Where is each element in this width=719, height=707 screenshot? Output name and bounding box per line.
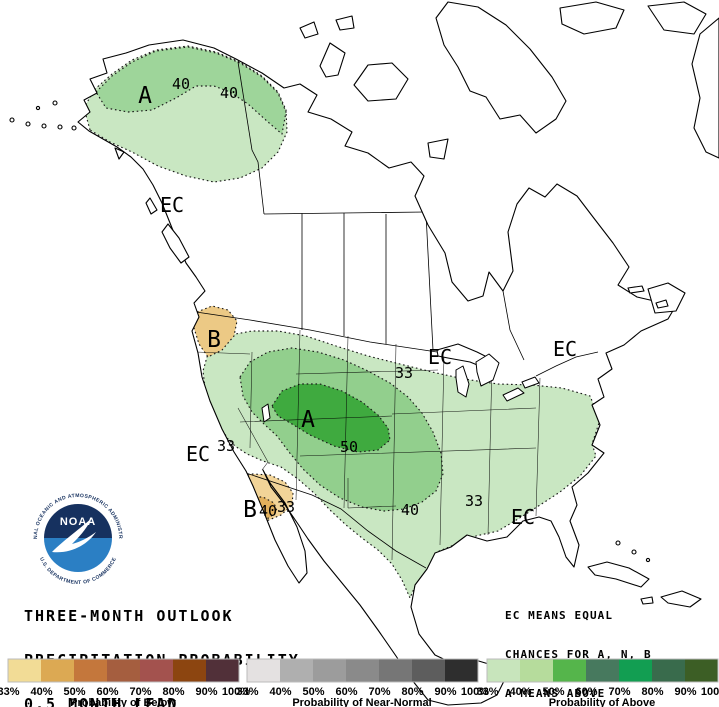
logo-sky — [44, 504, 112, 538]
map-label-above-central: A — [301, 407, 315, 433]
colorbar-segment — [107, 659, 140, 682]
colorbar-near-normal: 33% 40% 50% 60% 70% 80% 90% 100% Probabi… — [236, 658, 489, 707]
colorbar-segment — [41, 659, 74, 682]
colorbar-below: 33% 40% 50% 60% 70% 80% 90% 100% Probabi… — [0, 658, 250, 707]
colorbar-segment — [412, 659, 445, 682]
political-borders — [195, 61, 599, 569]
colorbar-tick: 40% — [509, 686, 531, 698]
colorbar-frame — [7, 658, 240, 683]
colorbar-tick: 70% — [368, 686, 390, 698]
colorbar-segment — [553, 659, 586, 682]
colorbar-segment — [685, 659, 718, 682]
map-label-ec-bc: EC — [160, 193, 184, 217]
map-label-ec-southeast: EC — [511, 505, 535, 529]
map-label-33-sw: 33 — [277, 498, 295, 516]
title-line: 0.5 MONTH LEAD — [24, 695, 179, 707]
map-label-ec-newengland: EC — [553, 337, 577, 361]
colorbar-segment — [313, 659, 346, 682]
colorbar-segment — [586, 659, 619, 682]
colorbar-tick: 80% — [641, 686, 663, 698]
colorbar-segment — [173, 659, 206, 682]
map-label-ec-greatlakes: EC — [428, 345, 452, 369]
colorbar-tick: 100% — [461, 686, 489, 698]
legend-note-line: EC MEANS EQUAL — [505, 609, 614, 622]
colorbar-segment — [346, 659, 379, 682]
colorbar-segment — [247, 659, 280, 682]
colorbar-tick: 33% — [476, 686, 498, 698]
colorbar-tick: 90% — [674, 686, 696, 698]
title-line: THREE-MONTH OUTLOOK — [24, 606, 234, 625]
seagull-icon — [52, 518, 96, 553]
colorbar-caption: Probability of Below — [70, 697, 176, 707]
map-label-above-alaska: A — [138, 83, 152, 109]
colorbar-frame — [246, 658, 479, 683]
colorbar-tick: 40% — [269, 686, 291, 698]
colorbar-segment — [140, 659, 173, 682]
colorbar-tick: 80% — [401, 686, 423, 698]
colorbar-segment — [445, 659, 478, 682]
colorbar-frame — [486, 658, 719, 683]
map-labels: A 40 40 EC B 33 EC EC A 50 33 EC B 40 33… — [138, 75, 577, 529]
colorbar-caption: Probability of Near-Normal — [292, 697, 431, 707]
colorbar-segment — [379, 659, 412, 682]
colorbar-tick: 50% — [63, 686, 85, 698]
noaa-logo: NOAA NATIONAL OCEANIC AND ATMOSPHERIC AD… — [32, 492, 124, 586]
map-label-40-sw: 40 — [259, 502, 277, 520]
colorbar-tick: 33% — [0, 686, 20, 698]
colorbar-tick: 100% — [222, 686, 250, 698]
colorbar-tick: 90% — [434, 686, 456, 698]
colorbar-tick: 60% — [335, 686, 357, 698]
colorbar-segment — [487, 659, 520, 682]
legend-note-line: CHANCES FOR A, N, B — [505, 648, 652, 661]
colorbar-tick: 90% — [195, 686, 217, 698]
colorbar-tick: 80% — [162, 686, 184, 698]
colorbar-segment — [520, 659, 553, 682]
map-label-ec-california: EC — [186, 442, 210, 466]
colorbar-segment — [74, 659, 107, 682]
legend-note-line: A MEANS ABOVE — [505, 687, 606, 700]
colorbar-tick: 60% — [575, 686, 597, 698]
colorbar-segment — [652, 659, 685, 682]
islands — [9, 1, 719, 608]
map-label-40-alaska-w: 40 — [172, 75, 190, 93]
map-label-40-alaska-e: 40 — [220, 84, 238, 102]
colorbar-tick: 100% — [701, 686, 719, 698]
colorbar-tick: 50% — [302, 686, 324, 698]
map-label-33-west: 33 — [217, 437, 235, 455]
legend-note: EC MEANS EQUAL CHANCES FOR A, N, B A MEA… — [505, 583, 652, 707]
colorbar-above: 33% 40% 50% 60% 70% 80% 90% 100% Probabi… — [476, 658, 719, 707]
map-label-33-southeast: 33 — [465, 492, 483, 510]
map-label-40-texas: 40 — [401, 501, 419, 519]
colorbar-tick: 60% — [96, 686, 118, 698]
colorbar-tick: 33% — [236, 686, 258, 698]
colorbar-segment — [280, 659, 313, 682]
probability-shading — [83, 45, 601, 599]
colorbar-segment — [619, 659, 652, 682]
colorbar-segment — [206, 659, 239, 682]
colorbar-tick: 70% — [129, 686, 151, 698]
colorbar-tick: 70% — [608, 686, 630, 698]
colorbar-tick: 40% — [30, 686, 52, 698]
colorbar-tick: 50% — [542, 686, 564, 698]
map-label-33-midwest: 33 — [395, 364, 413, 382]
map-label-50-central: 50 — [340, 438, 358, 456]
map-label-below-sw: B — [243, 497, 257, 523]
continent-coastline — [77, 39, 682, 706]
great-lakes — [261, 343, 540, 423]
colorbar-segment — [8, 659, 41, 682]
colorbar-caption: Probability of Above — [549, 697, 656, 707]
logo-acronym: NOAA — [60, 516, 96, 528]
map-label-below-pnw: B — [207, 327, 221, 353]
